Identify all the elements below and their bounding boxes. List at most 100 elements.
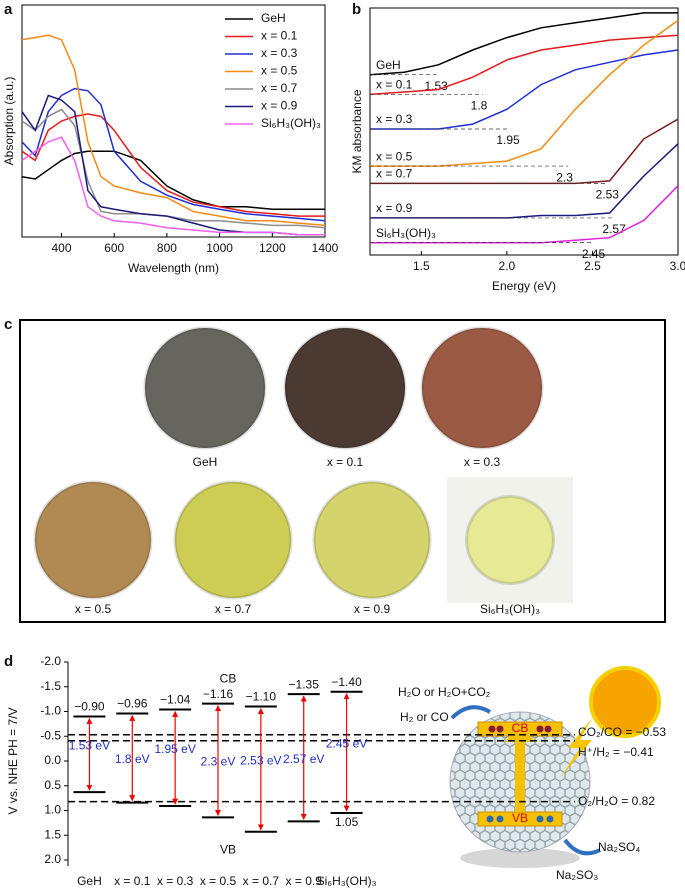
carrier-dot [536,725,544,733]
legend-label: x = 0.3 [261,46,298,60]
series-line [21,87,326,222]
gap-label: 2.45 [582,247,606,261]
x-tick-label: 800 [157,241,177,255]
series-line [370,19,679,167]
category-label: Si₆H₃(OH)₃ [317,874,377,888]
sample-label: x = 0.9 [354,602,391,616]
panel-letter: c [4,316,12,333]
legend-label: x = 0.5 [261,64,298,78]
sample-photo [312,480,432,600]
cb-value-label: −1.35 [289,677,320,691]
y-tick-label: 2.0 [44,852,61,866]
y-tick-label: 1.5 [44,827,61,841]
y-tick-label: 0.0 [44,753,61,767]
illustration-text: H₂ or CO [400,710,449,724]
x-tick-label: 2.5 [584,259,601,273]
series-line [21,150,325,210]
gap-label: 1.8 [471,99,488,113]
gap-label: 2.57 eV [283,752,324,766]
cb-value-label: −1.40 [331,675,362,689]
carrier-dot [536,815,544,823]
vb-label: VB [220,842,236,856]
panel-letter: b [352,1,361,18]
gap-label: 2.45 eV [326,737,367,751]
category-label: x = 0.1 [114,874,151,888]
curve-label: Si₆H₃(OH)₃ [376,226,436,240]
curve-label: x = 0.7 [376,167,413,181]
sample-label: x = 0.3 [464,455,501,469]
cb-value-label: −0.96 [117,697,148,711]
category-label: GeH [77,874,102,888]
carrier-dot [486,815,494,823]
sample-label: x = 0.1 [327,455,364,469]
curve-label: x = 0.5 [376,149,413,163]
sample-label: Si₆H₃(OH)₃ [480,602,540,616]
sample-label: x = 0.5 [75,602,112,616]
reference-label: O₂/H₂O = 0.82 [578,794,655,808]
carrier-dot [488,725,496,733]
y-tick-label: -0.5 [40,728,61,742]
x-tick-label: 600 [104,241,124,255]
gap-label: 1.95 eV [154,742,195,756]
y-tick-label: 1.0 [44,803,61,817]
series-line [21,34,326,227]
series-line [21,108,326,229]
x-tick-label: 2.0 [499,259,516,273]
reference-label: CO₂/CO = −0.53 [578,725,666,739]
carrier-dot [544,725,552,733]
y-axis-label: Absorption (a.u.) [2,77,16,166]
y-tick-label: -1.0 [40,704,61,718]
illustration [449,666,661,868]
cb-label: CB [220,671,237,685]
legend-label: x = 0.7 [261,81,298,95]
gap-label: 2.3 [556,170,573,184]
sample-label: GeH [193,455,218,469]
gap-label: 1.53 eV [69,738,110,752]
x-tick-label: 1200 [259,241,286,255]
curve-label: x = 0.9 [376,201,413,215]
sample-photo [143,326,267,450]
y-axis-label: KM absorbance [350,89,364,173]
cb-value-label: −0.90 [74,700,105,714]
x-tick-label: 400 [52,241,72,255]
illustration-text: VB [512,811,528,825]
y-tick-label: -2.0 [40,654,61,668]
x-axis-label: Wavelength (nm) [128,261,219,275]
cb-value-label: −1.16 [203,687,234,701]
cb-value-label: −1.04 [160,693,191,707]
plot-frame [369,7,679,256]
sample-photo [420,326,544,450]
legend-label: x = 0.9 [261,99,298,113]
vb-value-label: 1.05 [335,815,359,829]
illustration-text: Na₂SO₄ [598,840,640,854]
gap-label: 2.57 [602,222,626,236]
curve-label: x = 0.1 [376,78,413,92]
y-axis-label: V vs. NHE PH = 7/V [6,707,20,814]
category-label: x = 0.7 [243,874,280,888]
series-line [369,12,678,76]
curve-label: x = 0.3 [376,112,413,126]
sample-photo [173,480,293,600]
illustration-text: H₂O or H₂O+CO₂ [398,685,491,699]
x-axis-label: Energy (eV) [492,279,556,293]
x-tick-label: 1400 [312,241,339,255]
sample-photo [33,480,153,600]
reference-label: H⁺/H₂ = −0.41 [578,745,654,759]
sample-photo [465,495,555,585]
legend-label: x = 0.1 [261,29,298,43]
carrier-dot [546,815,554,823]
gap-label: 1.95 [496,133,520,147]
series-line [370,49,679,130]
gap-label: 2.53 eV [240,753,281,767]
x-tick-label: 1000 [206,241,233,255]
series-line [369,34,679,96]
panel-letter: d [4,653,13,670]
category-label: x = 0.9 [286,874,323,888]
sample-label: x = 0.7 [215,602,252,616]
cb-value-label: −1.10 [246,690,277,704]
category-label: x = 0.3 [157,874,194,888]
curve-label: GeH [376,58,401,72]
illustration-text: Na₂SO₃ [556,868,598,882]
y-tick-label: 0.5 [44,778,61,792]
